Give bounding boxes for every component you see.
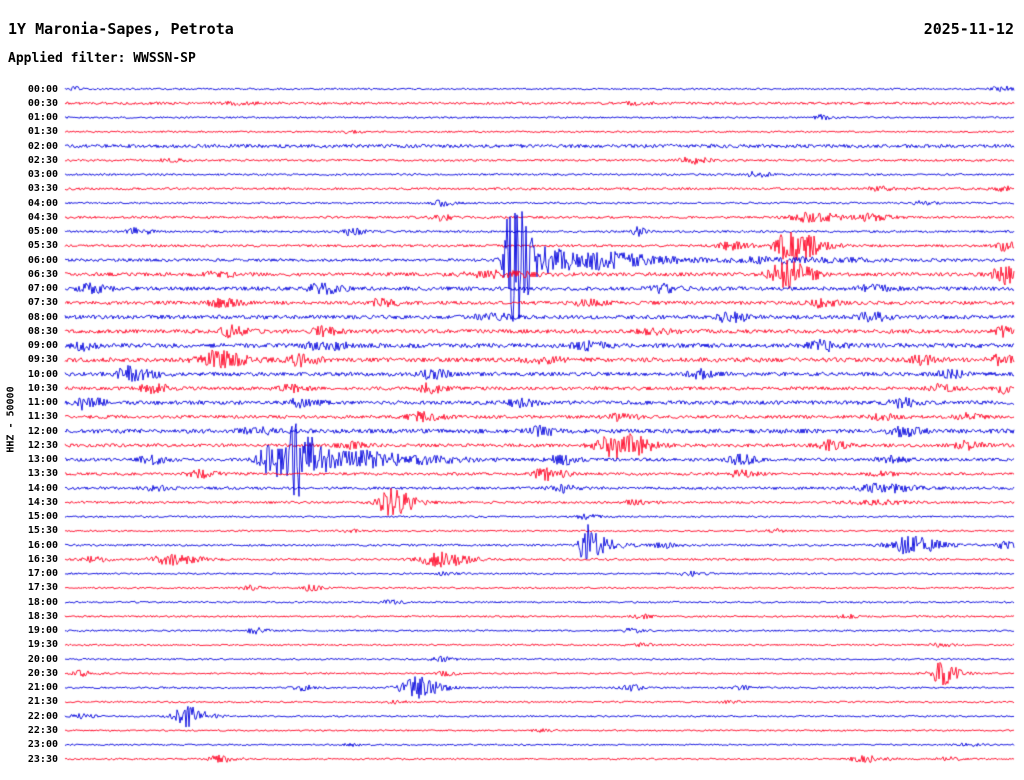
time-label: 00:00 [27, 83, 58, 95]
time-label: 09:00 [27, 340, 58, 352]
header-bar: 1Y Maronia-Sapes, Petrota 2025-11-12 [0, 20, 1024, 40]
time-label: 12:00 [27, 425, 58, 437]
time-label: 18:30 [27, 610, 58, 622]
time-label: 22:00 [27, 710, 58, 722]
time-label: 11:30 [27, 411, 58, 423]
time-label: 03:30 [27, 183, 58, 195]
time-label: 21:30 [27, 696, 58, 708]
time-label: 17:00 [27, 568, 58, 580]
time-label: 06:00 [27, 254, 58, 266]
time-label: 15:00 [27, 511, 58, 523]
time-label: 02:30 [27, 154, 58, 166]
time-label: 04:00 [27, 197, 58, 209]
time-label: 12:30 [27, 439, 58, 451]
time-label: 08:00 [27, 311, 58, 323]
time-label: 05:00 [27, 226, 58, 238]
time-label: 16:00 [27, 539, 58, 551]
time-label: 20:00 [27, 653, 58, 665]
time-label: 17:30 [27, 582, 58, 594]
station-title: 1Y Maronia-Sapes, Petrota [8, 20, 234, 38]
time-label: 10:30 [27, 382, 58, 394]
time-label: 03:00 [27, 169, 58, 181]
date-label: 2025-11-12 [923, 20, 1014, 38]
time-label: 02:00 [27, 140, 58, 152]
time-label: 10:00 [27, 368, 58, 380]
time-label: 07:00 [27, 283, 58, 295]
time-label: 05:30 [27, 240, 58, 252]
time-label: 23:30 [27, 753, 58, 765]
time-label: 15:30 [27, 525, 58, 537]
time-label: 19:00 [27, 625, 58, 637]
time-label: 16:30 [27, 553, 58, 565]
time-label: 08:30 [27, 325, 58, 337]
time-label: 09:30 [27, 354, 58, 366]
time-label: 01:00 [27, 112, 58, 123]
time-label: 14:30 [27, 496, 58, 508]
time-label: 14:00 [27, 482, 58, 494]
time-label: 20:30 [27, 667, 58, 679]
time-label: 11:00 [27, 397, 58, 409]
time-label: 01:30 [27, 126, 58, 138]
time-label: 23:00 [27, 739, 58, 751]
time-label: 18:00 [27, 596, 58, 608]
time-label: 22:30 [27, 724, 58, 736]
time-label: 04:30 [27, 211, 58, 223]
time-label: 21:00 [27, 682, 58, 694]
time-label: 13:30 [27, 468, 58, 480]
time-label: 00:30 [27, 97, 58, 109]
time-label: 07:30 [27, 297, 58, 309]
time-label: 19:30 [27, 639, 58, 651]
filter-label: Applied filter: WWSSN-SP [8, 51, 196, 66]
time-label: 13:00 [27, 454, 58, 466]
time-label: 06:30 [27, 268, 58, 280]
